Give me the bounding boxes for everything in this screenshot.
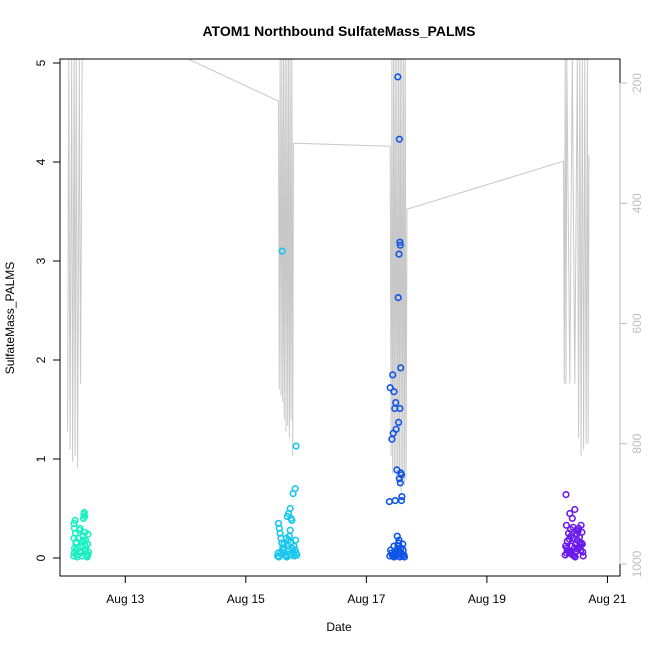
data-point <box>71 516 79 525</box>
y-tick-label: 1 <box>34 455 48 462</box>
data-point <box>568 514 576 523</box>
data-point <box>578 528 586 536</box>
data-point <box>579 552 587 560</box>
x-tick-label: Aug 13 <box>106 592 144 606</box>
data-point <box>395 250 403 258</box>
data-point <box>292 536 300 544</box>
data-point <box>278 247 286 255</box>
chart-title: ATOM1 Northbound SulfateMass_PALMS <box>202 23 475 39</box>
data-point <box>395 418 403 427</box>
y-tick-label: 5 <box>34 59 48 66</box>
data-point <box>286 526 294 534</box>
right-tick-label: 200 <box>630 73 644 93</box>
data-point <box>395 135 404 143</box>
data-points-layer <box>70 73 587 561</box>
data-point <box>396 238 404 246</box>
right-tick-label: 1000 <box>630 550 644 577</box>
data-point <box>72 538 81 546</box>
data-point <box>391 497 399 505</box>
y-tick-label: 0 <box>34 554 48 561</box>
data-point <box>81 542 89 550</box>
altitude-line-layer <box>67 59 590 492</box>
data-point <box>562 549 571 557</box>
right-tick-label: 400 <box>630 193 644 213</box>
data-point <box>287 551 296 559</box>
data-point <box>84 551 92 559</box>
data-point <box>398 493 406 501</box>
data-point <box>400 553 409 561</box>
data-point <box>569 523 577 531</box>
data-point <box>394 294 402 302</box>
data-point <box>386 384 394 392</box>
data-point <box>274 549 282 557</box>
y-axis: 0 1 2 3 4 5 <box>34 59 60 561</box>
data-point <box>289 490 297 498</box>
data-point <box>76 548 84 556</box>
data-point <box>574 527 582 535</box>
data-point <box>292 442 300 450</box>
right-tick-label: 600 <box>630 313 644 333</box>
data-point <box>285 545 293 553</box>
data-point <box>565 535 574 543</box>
data-point <box>390 388 398 396</box>
data-point <box>397 364 405 372</box>
data-point <box>399 540 407 548</box>
data-point <box>283 512 291 521</box>
data-point <box>282 534 291 542</box>
data-point <box>386 552 394 560</box>
x-axis: Aug 13 Aug 15 Aug 17 Aug 19 Aug 21 <box>106 576 627 606</box>
data-point <box>395 475 404 483</box>
data-point <box>81 512 89 521</box>
y-tick-label: 2 <box>34 356 48 363</box>
data-point <box>397 544 405 552</box>
right-tick-label: 800 <box>630 433 644 453</box>
y-axis-label: SulfateMass_PALMS <box>3 262 17 375</box>
data-point <box>80 508 88 517</box>
right-axis: 200 400 600 800 1000 <box>619 73 644 577</box>
data-point <box>393 532 401 540</box>
data-point <box>84 530 92 538</box>
data-point <box>388 435 396 443</box>
data-point <box>577 546 585 554</box>
x-tick-label: Aug 15 <box>227 592 265 606</box>
y-tick-label: 4 <box>34 158 48 165</box>
data-point <box>389 371 397 379</box>
data-point <box>562 491 570 499</box>
data-point <box>288 516 296 525</box>
data-point <box>562 521 571 529</box>
data-point <box>394 73 402 81</box>
data-point <box>571 505 579 514</box>
x-tick-label: Aug 19 <box>468 592 506 606</box>
data-point <box>396 241 404 249</box>
data-point <box>571 540 580 548</box>
data-point <box>76 524 84 532</box>
data-point <box>570 544 579 552</box>
x-tick-label: Aug 21 <box>588 592 626 606</box>
data-point <box>280 540 288 548</box>
y-tick-label: 3 <box>34 257 48 264</box>
altitude-line <box>67 59 590 492</box>
x-axis-label: Date <box>326 620 352 634</box>
data-point <box>396 404 404 413</box>
data-point <box>277 548 286 556</box>
data-point <box>396 479 404 487</box>
x-tick-label: Aug 17 <box>347 592 385 606</box>
